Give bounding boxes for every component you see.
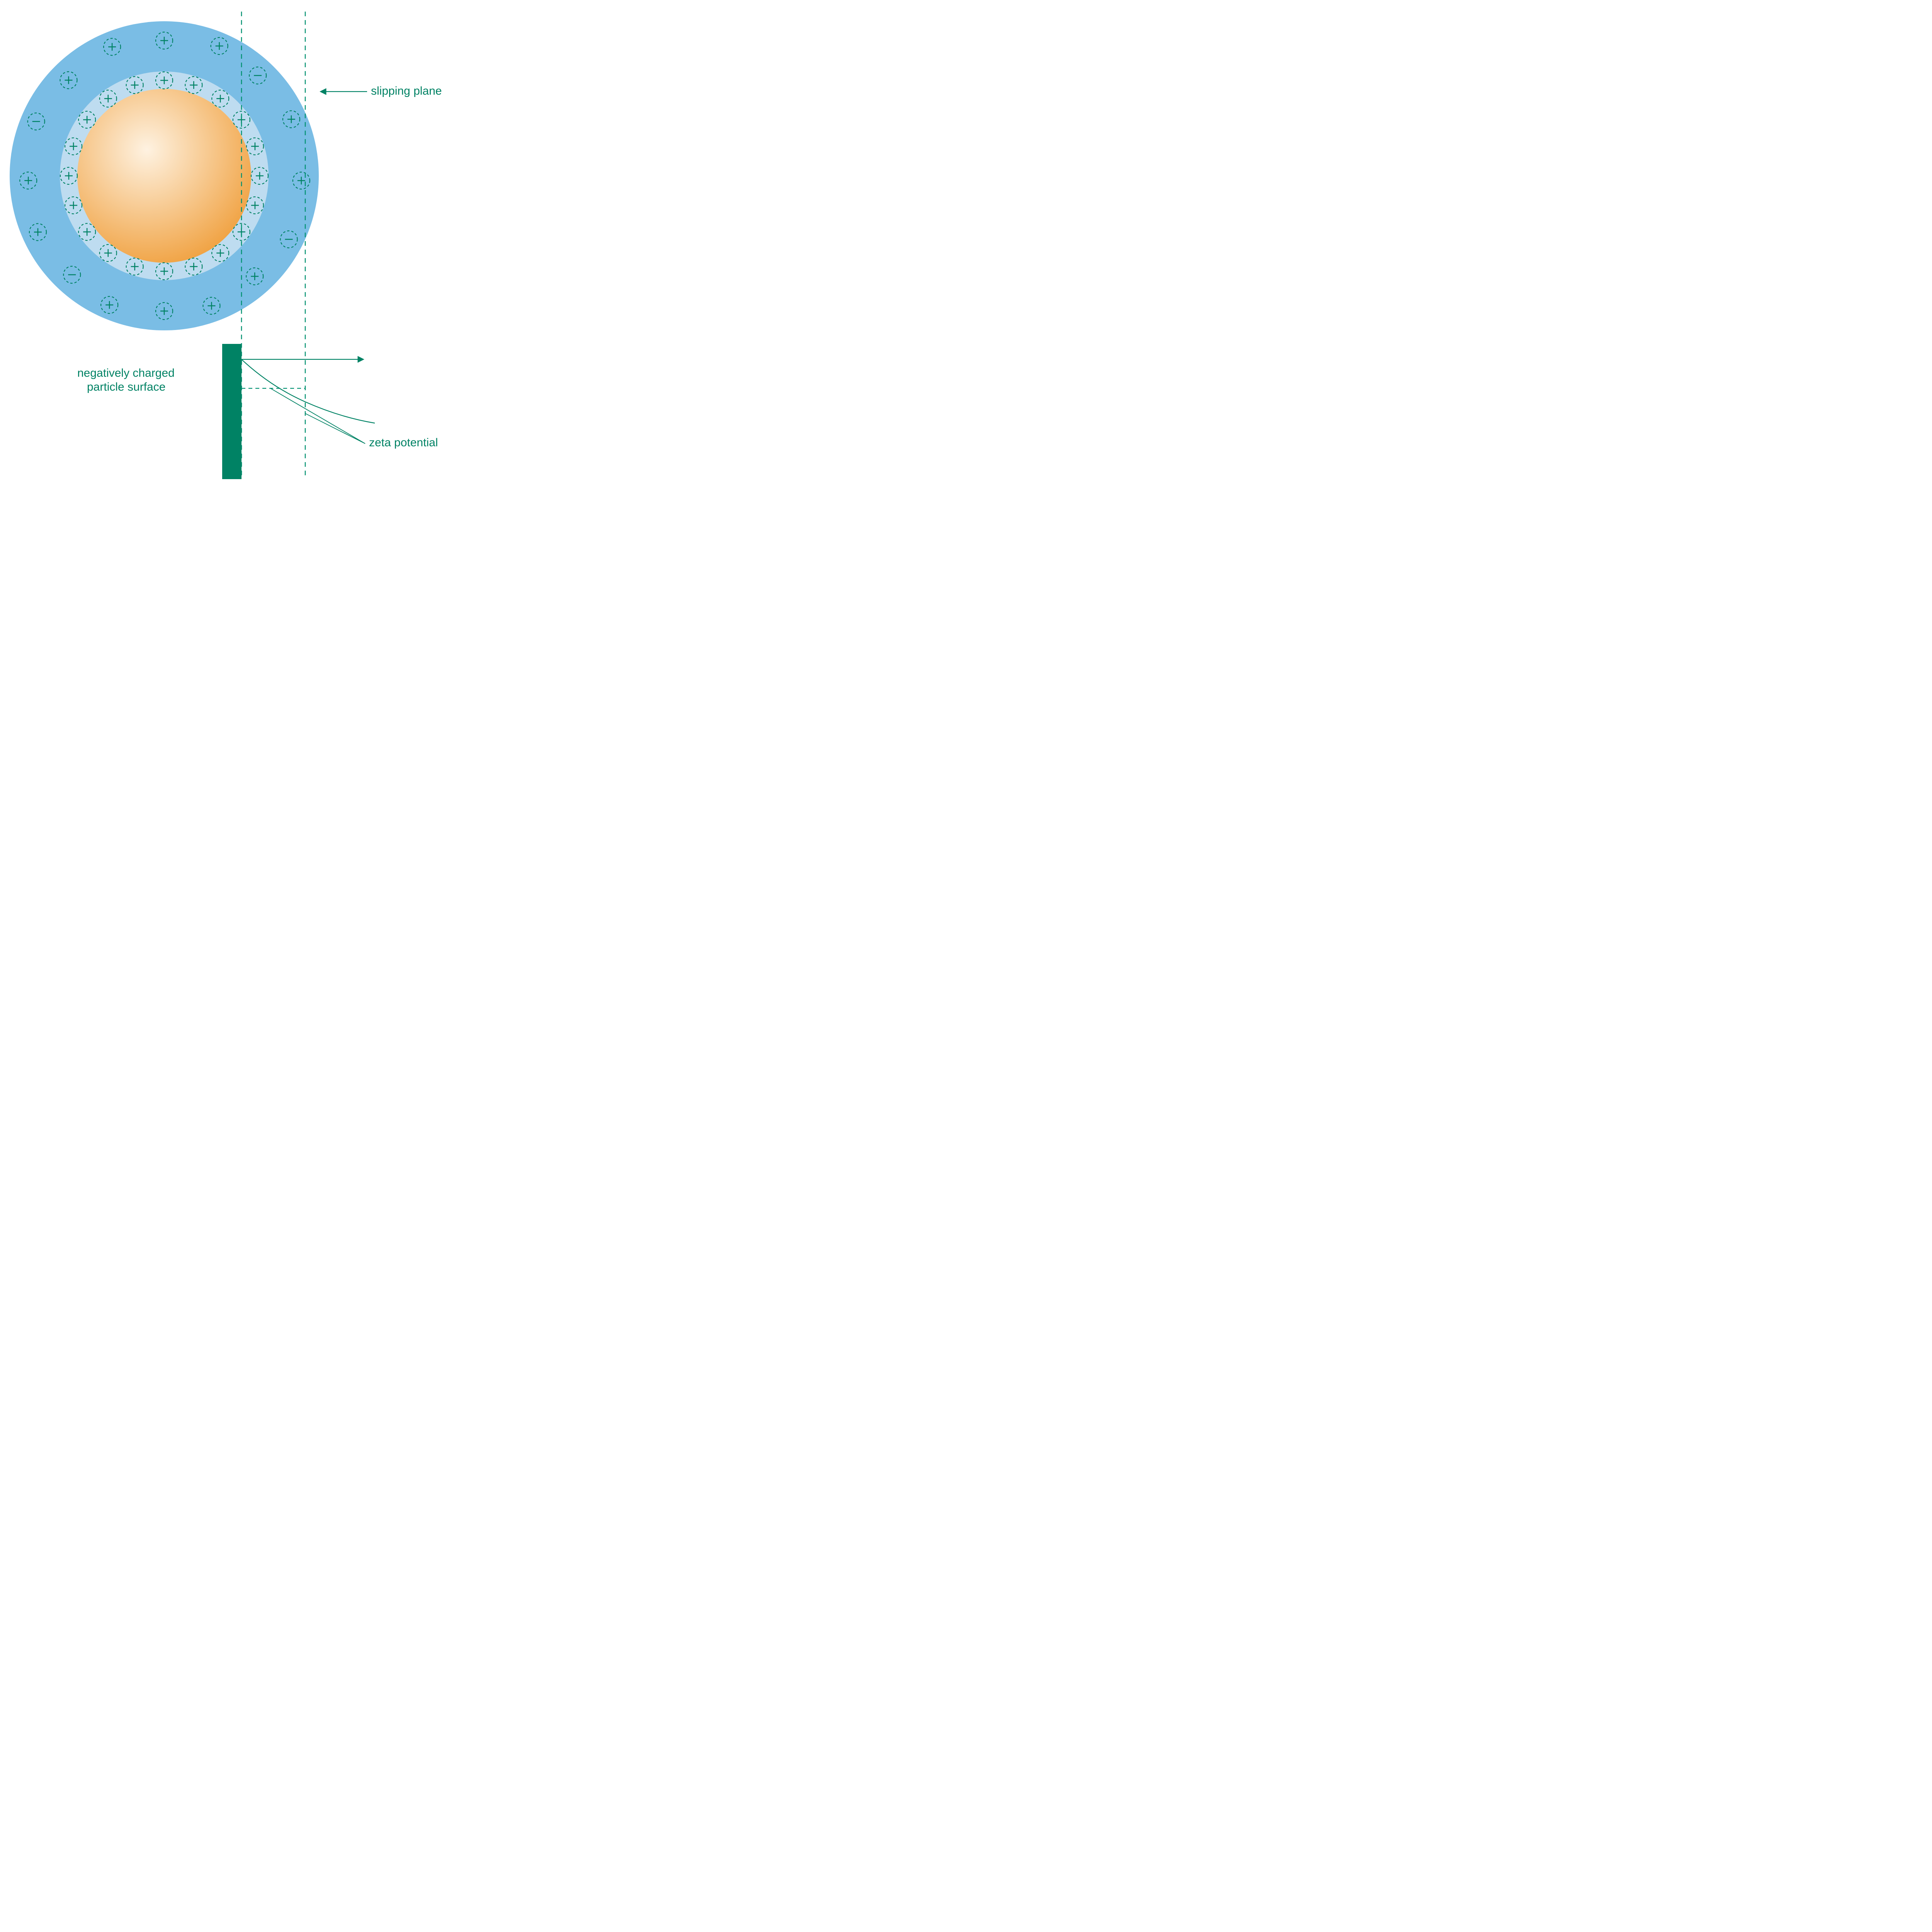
potential-curve — [242, 359, 375, 423]
zeta-potential-diagram: slipping plane negatively chargedparticle… — [8, 8, 495, 487]
zeta-potential-label: zeta potential — [369, 436, 438, 449]
zeta-pointer-2 — [270, 388, 365, 444]
particle-surface-label: negatively chargedparticle surface — [77, 367, 175, 393]
slipping-plane-label: slipping plane — [371, 85, 442, 97]
particle-core — [77, 89, 251, 263]
zeta-pointer-1 — [305, 413, 365, 444]
particle-surface-bar — [222, 344, 242, 479]
